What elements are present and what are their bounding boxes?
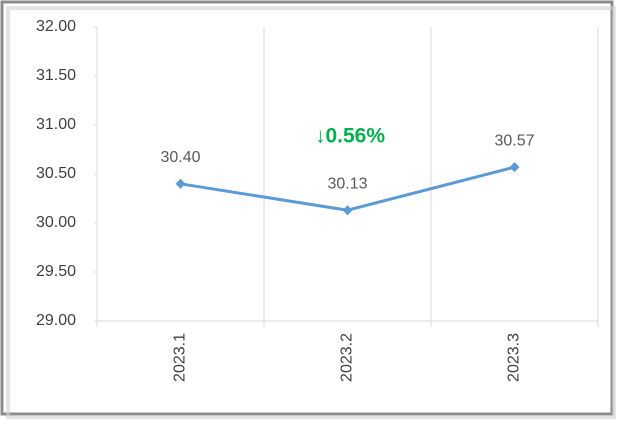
frame-shadow — [6, 6, 616, 420]
point-marker — [342, 205, 353, 216]
x-tick-label: 2023.2 — [339, 333, 356, 382]
chart-frame — [0, 0, 614, 416]
y-tick-label: 30.00 — [36, 214, 76, 231]
point-marker — [509, 162, 520, 173]
x-tick-label: 2023.1 — [172, 333, 189, 382]
data-label: 30.57 — [494, 132, 534, 149]
y-tick-label: 30.50 — [36, 165, 76, 182]
y-tick-label: 29.00 — [36, 312, 76, 329]
annotation: ↓0.56% — [315, 125, 385, 148]
x-tick-label: 2023.3 — [506, 333, 523, 382]
point-marker — [175, 178, 186, 189]
data-label: 30.13 — [327, 175, 367, 192]
y-tick-label: 32.00 — [36, 18, 76, 35]
y-tick-label: 31.00 — [36, 116, 76, 133]
data-label: 30.40 — [160, 149, 200, 166]
y-tick-label: 31.50 — [36, 67, 76, 84]
y-tick-label: 29.50 — [36, 263, 76, 280]
